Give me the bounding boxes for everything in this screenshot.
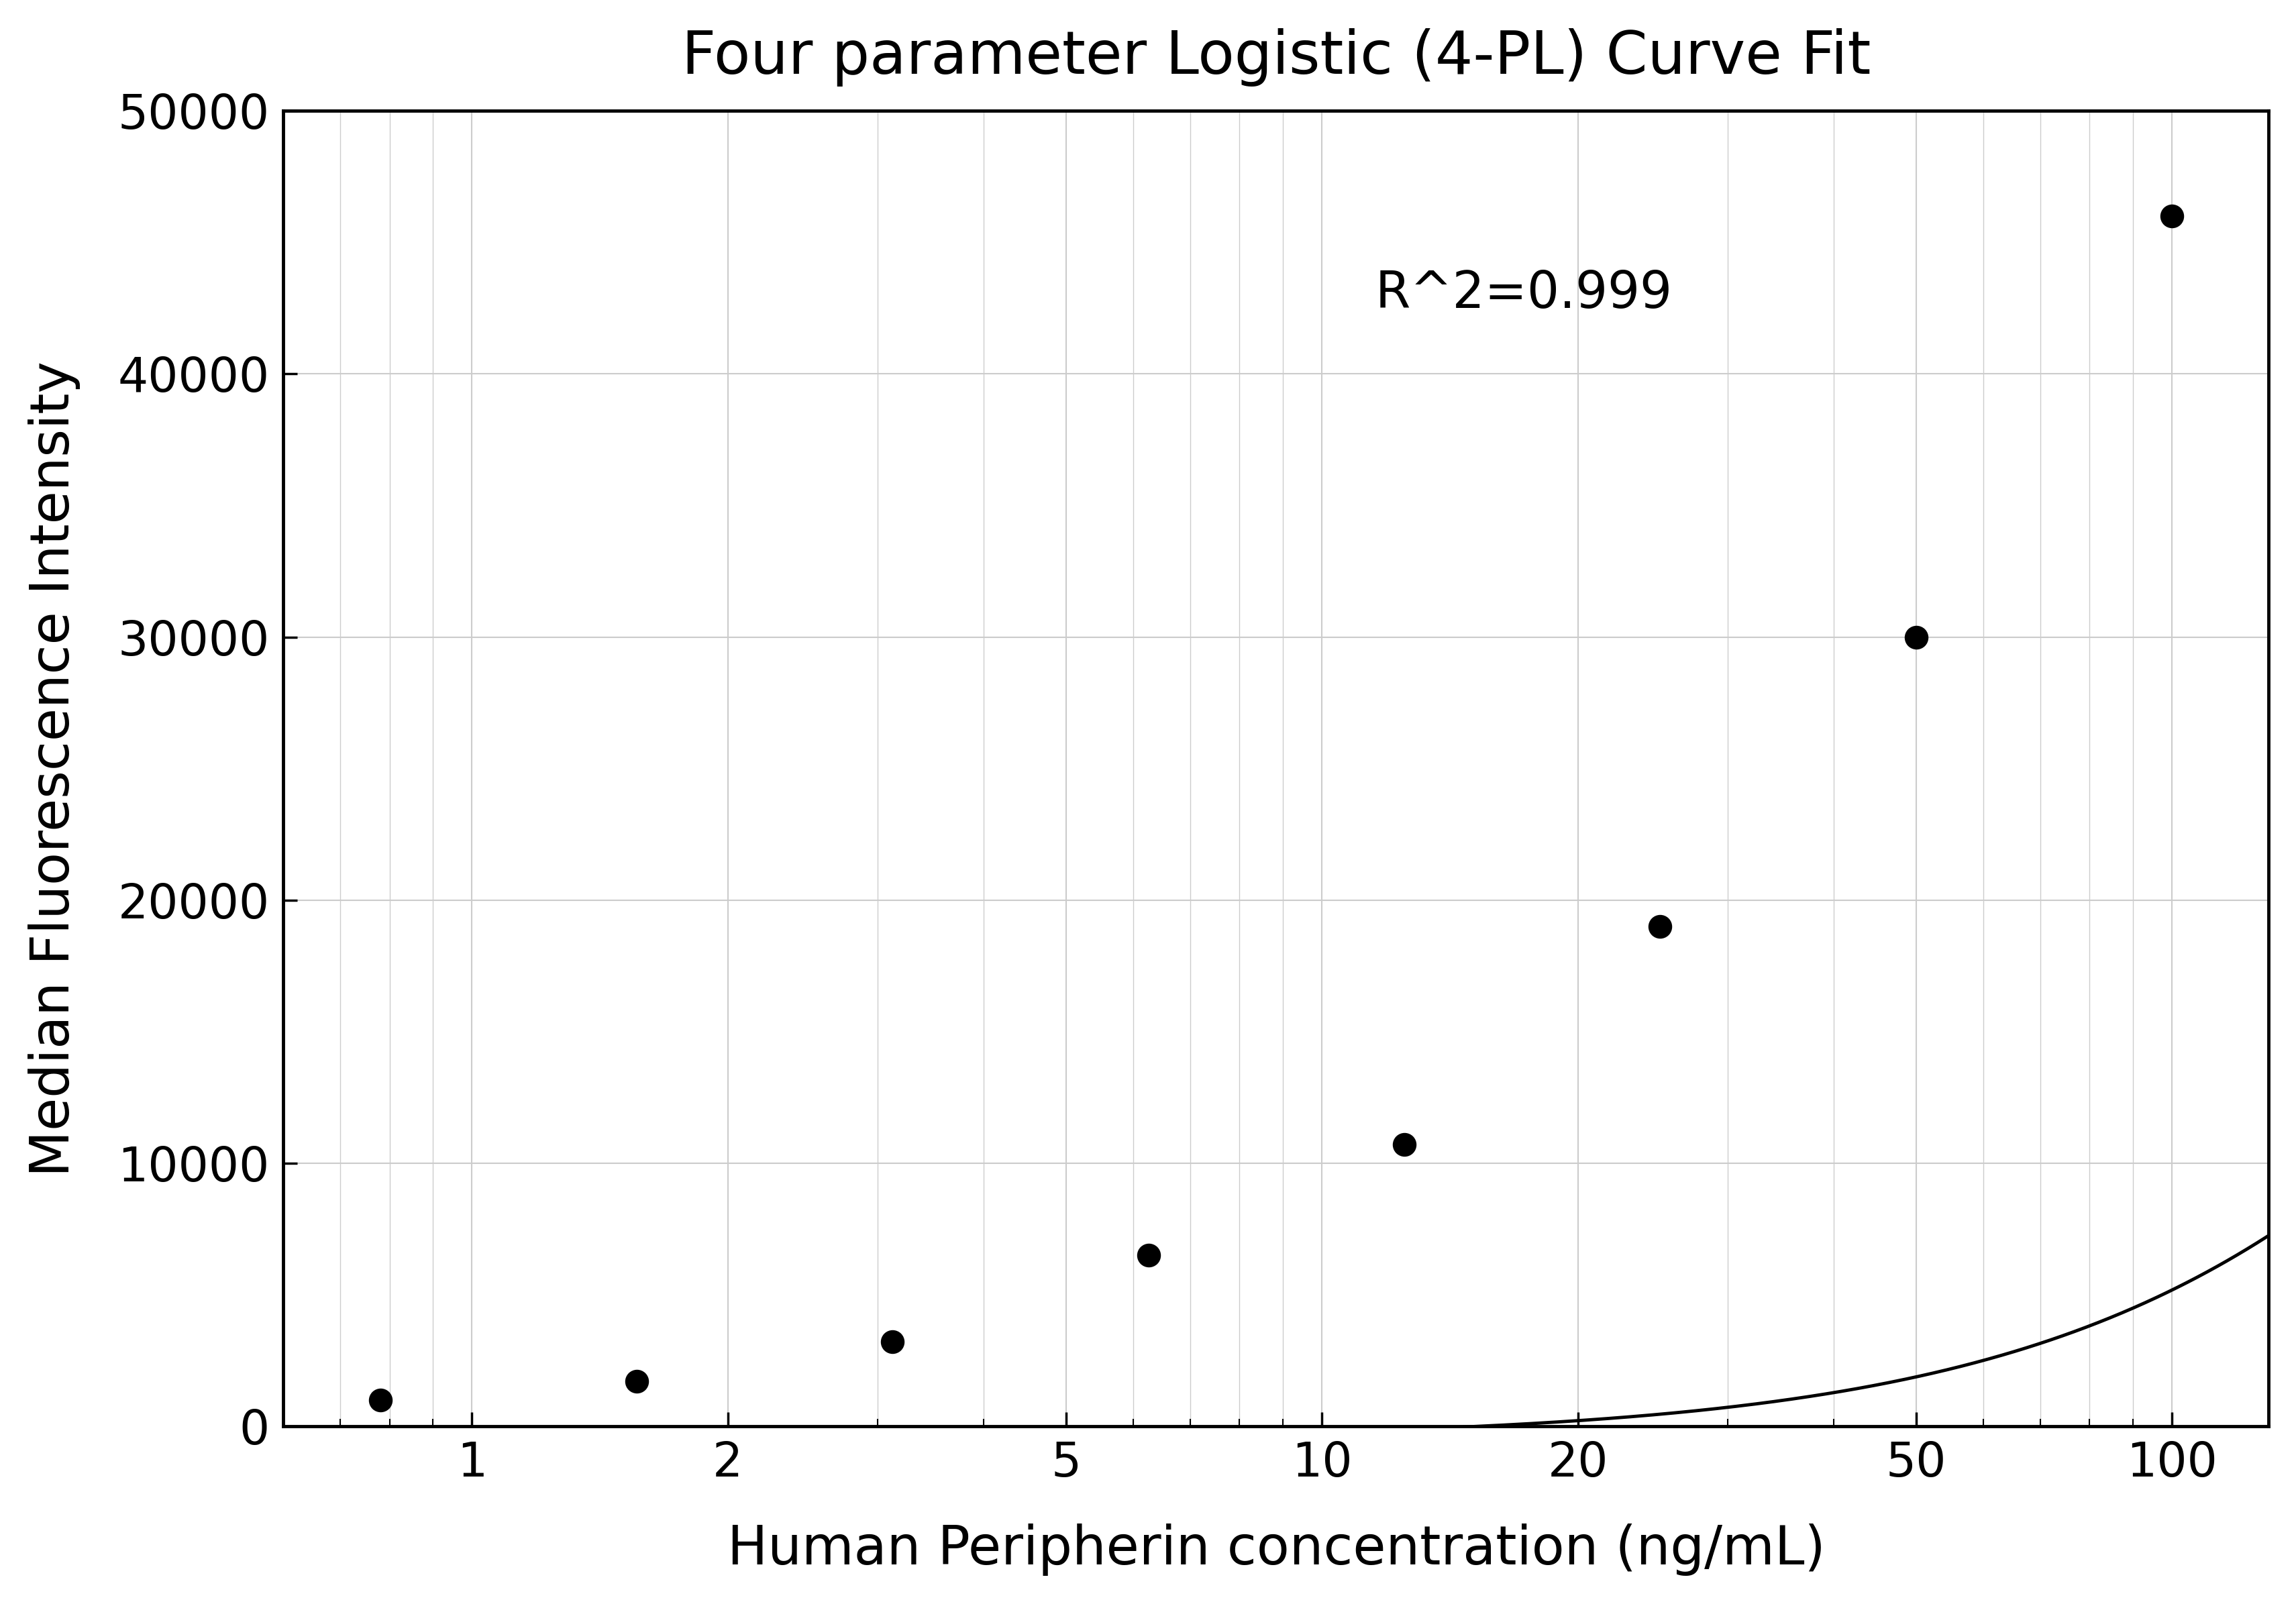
- Text: R^2=0.999: R^2=0.999: [1375, 269, 1671, 318]
- Y-axis label: Median Fluorescence Intensity: Median Fluorescence Intensity: [28, 361, 80, 1176]
- Title: Four parameter Logistic (4-PL) Curve Fit: Four parameter Logistic (4-PL) Curve Fit: [682, 27, 1871, 87]
- Point: [1896, 624, 1933, 650]
- X-axis label: Human Peripherin concentration (ng/mL): Human Peripherin concentration (ng/mL): [728, 1524, 1825, 1577]
- Point: [1384, 1132, 1421, 1158]
- Point: [1130, 1243, 1166, 1269]
- Point: [875, 1330, 912, 1355]
- Point: [363, 1387, 400, 1413]
- Point: [618, 1368, 654, 1394]
- Point: [1642, 914, 1678, 940]
- Point: [2154, 204, 2190, 229]
